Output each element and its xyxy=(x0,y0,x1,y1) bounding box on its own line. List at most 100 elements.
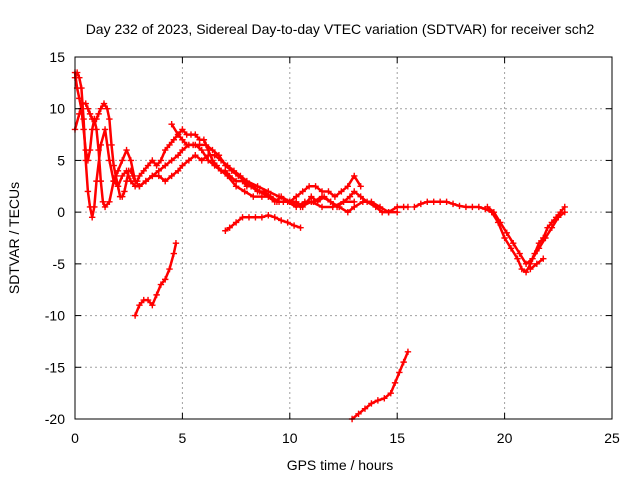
data-point-marker xyxy=(91,203,98,211)
data-point-marker xyxy=(162,276,169,283)
data-point-marker xyxy=(507,245,515,252)
data-point-marker xyxy=(200,136,208,143)
data-point-marker xyxy=(144,162,152,169)
data-point-marker xyxy=(162,146,169,154)
y-tick-label: -20 xyxy=(45,411,65,427)
data-point-marker xyxy=(153,162,160,169)
data-point-marker xyxy=(374,397,382,404)
data-point-marker xyxy=(222,162,229,169)
data-point-marker xyxy=(351,198,358,205)
data-point-marker xyxy=(119,172,126,180)
data-point-marker xyxy=(170,250,178,257)
data-point-marker xyxy=(136,302,143,309)
series-track-e xyxy=(222,212,304,234)
data-point-marker xyxy=(417,200,425,208)
x-tick-label: 15 xyxy=(389,430,405,446)
data-point-marker xyxy=(106,115,113,123)
data-point-marker xyxy=(226,224,233,231)
data-point-marker xyxy=(509,239,517,247)
data-point-marker xyxy=(101,203,109,211)
data-point-marker xyxy=(155,172,162,180)
data-point-marker xyxy=(357,183,364,190)
data-point-marker xyxy=(189,141,197,149)
data-point-marker xyxy=(351,188,358,195)
data-point-marker xyxy=(97,105,104,112)
data-point-marker xyxy=(91,115,98,123)
data-point-marker xyxy=(344,208,351,216)
data-point-marker xyxy=(136,172,143,180)
data-point-marker xyxy=(101,126,109,133)
data-point-marker xyxy=(351,172,358,180)
data-point-marker xyxy=(284,219,291,226)
data-point-marker xyxy=(260,188,268,195)
y-tick-label: 0 xyxy=(57,204,65,220)
data-point-marker xyxy=(204,152,212,159)
data-point-marker xyxy=(252,214,259,221)
data-point-marker xyxy=(475,203,483,211)
data-point-marker xyxy=(224,172,231,180)
data-point-marker xyxy=(449,200,457,208)
data-point-marker xyxy=(121,188,128,195)
data-point-marker xyxy=(185,157,193,164)
data-point-marker xyxy=(76,95,83,102)
data-point-marker xyxy=(501,234,508,242)
data-point-marker xyxy=(202,141,210,149)
data-point-marker xyxy=(179,146,186,154)
data-point-marker xyxy=(527,265,534,273)
data-point-marker xyxy=(84,105,92,112)
data-point-marker xyxy=(436,198,444,205)
data-point-marker xyxy=(271,214,278,221)
data-point-marker xyxy=(95,110,102,118)
data-point-marker xyxy=(88,214,96,221)
data-point-marker xyxy=(131,177,139,185)
grid-lines xyxy=(75,57,612,419)
data-series xyxy=(71,69,568,423)
data-point-marker xyxy=(400,358,407,366)
plot-frame xyxy=(74,56,613,420)
series-track-j xyxy=(527,255,547,273)
data-point-marker xyxy=(312,183,319,190)
data-point-marker xyxy=(305,183,313,190)
y-axis-ticks: -20 -15 -10 -5 0 5 10 15 xyxy=(45,49,612,427)
data-point-marker xyxy=(179,126,186,133)
data-point-marker xyxy=(179,162,186,169)
data-point-marker xyxy=(516,250,523,257)
data-point-marker xyxy=(404,203,412,211)
data-point-marker xyxy=(250,193,257,200)
data-point-marker xyxy=(344,183,351,190)
data-point-marker xyxy=(241,188,248,195)
data-point-marker xyxy=(174,167,182,174)
data-point-marker xyxy=(119,193,126,200)
data-point-marker xyxy=(533,260,541,268)
data-point-marker xyxy=(469,203,476,211)
data-point-marker xyxy=(462,203,470,211)
y-tick-label: 10 xyxy=(49,101,65,117)
series-track-d xyxy=(168,121,364,205)
data-point-marker xyxy=(166,265,173,273)
data-point-marker xyxy=(456,202,463,210)
data-point-marker xyxy=(241,177,248,185)
data-point-marker xyxy=(162,177,169,185)
series-track-i xyxy=(484,203,568,268)
data-point-marker xyxy=(278,217,285,224)
series-track-g xyxy=(348,348,412,423)
data-point-marker xyxy=(144,296,152,304)
y-tick-label: -10 xyxy=(45,308,65,324)
data-point-marker xyxy=(149,302,156,309)
data-point-marker xyxy=(140,167,147,174)
data-point-marker xyxy=(222,227,229,234)
data-point-marker xyxy=(327,198,334,205)
data-point-marker xyxy=(368,400,375,407)
data-point-marker xyxy=(540,255,547,262)
data-point-marker xyxy=(104,105,111,112)
data-point-marker xyxy=(174,131,182,138)
data-point-marker xyxy=(385,208,392,216)
data-point-marker xyxy=(376,203,384,211)
data-point-marker xyxy=(325,188,332,195)
y-tick-label: -15 xyxy=(45,359,65,375)
data-point-marker xyxy=(297,224,304,231)
x-axis-ticks: 0 5 10 15 20 25 xyxy=(71,57,620,446)
data-point-marker xyxy=(368,198,375,205)
data-point-marker xyxy=(443,198,450,205)
data-point-marker xyxy=(136,183,143,190)
